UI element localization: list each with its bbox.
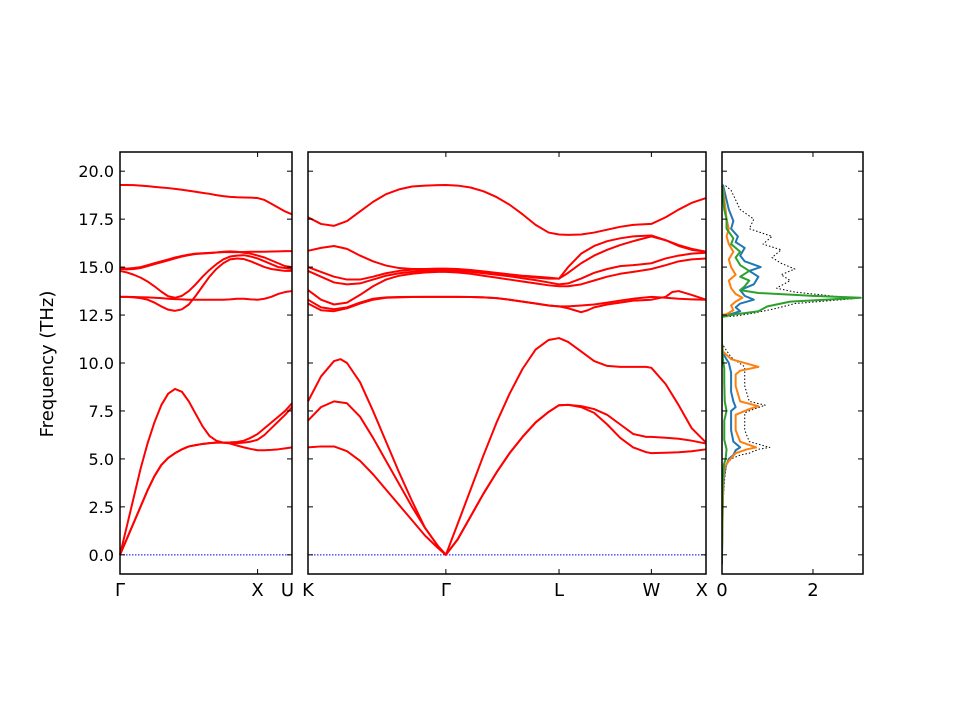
ytick-label: 17.5 xyxy=(78,210,114,229)
band-k-gamma-l-w-x-xtick-label: L xyxy=(554,580,564,601)
y-axis-label-group: Frequency (THz) xyxy=(37,291,58,438)
band-gamma-x-u-xtick-label: X xyxy=(251,580,263,601)
y-axis-label: Frequency (THz) xyxy=(37,291,58,438)
dos-xtick-label: 0 xyxy=(716,580,727,601)
band-line-5 xyxy=(120,257,292,312)
dos-curve-3 xyxy=(722,184,862,565)
band-line-4 xyxy=(120,290,293,301)
band-panel-gamma-x-u: 0.0 2.5 5.0 7.5 10.0 12.5 15.0 17.5 20.0 Γ X U xyxy=(78,151,294,601)
band-gamma-x-u-xtick-label: Γ xyxy=(115,580,125,601)
band-line-9 xyxy=(120,183,293,216)
band-line-2 xyxy=(307,400,707,556)
ytick-label: 20.0 xyxy=(78,162,114,181)
ytick-label: 0.0 xyxy=(89,546,114,565)
ytick-label: 10.0 xyxy=(78,354,114,373)
band-line-6 xyxy=(307,257,707,306)
dos-curve-2 xyxy=(722,186,760,565)
band-gamma-x-u-frame xyxy=(119,151,293,575)
band-line-1 xyxy=(119,441,293,556)
ytick-label: 15.0 xyxy=(78,258,114,277)
band-line-5 xyxy=(307,295,707,311)
band-line-9 xyxy=(307,234,707,280)
dos-xtick-label: 2 xyxy=(807,580,818,601)
band-line-3 xyxy=(307,337,707,556)
ytick-label: 2.5 xyxy=(89,498,114,517)
dos-curve-1 xyxy=(722,184,762,565)
band-line-7 xyxy=(307,251,707,286)
band-k-gamma-l-w-x-xtick-label: K xyxy=(302,580,315,601)
band-line-8 xyxy=(119,250,293,271)
band-line-2 xyxy=(119,402,293,556)
band-k-gamma-l-w-x-frame xyxy=(307,151,707,575)
band-line-6 xyxy=(119,254,293,299)
band-gamma-x-u-xtick-label: U xyxy=(281,580,294,601)
ytick-label: 12.5 xyxy=(78,306,114,325)
ytick-label: 7.5 xyxy=(89,402,114,421)
band-k-gamma-l-w-x-xtick-label: Γ xyxy=(441,580,451,601)
band-k-gamma-l-w-x-xtick-label: W xyxy=(642,580,660,601)
band-k-gamma-l-w-x-xtick-label: X xyxy=(696,580,708,601)
dos-curves xyxy=(722,184,862,565)
ytick-label: 5.0 xyxy=(89,450,114,469)
band-line-4 xyxy=(307,290,707,314)
band-line-3 xyxy=(119,387,293,556)
band-line-10 xyxy=(307,183,707,236)
dos-curve-total xyxy=(722,184,855,565)
